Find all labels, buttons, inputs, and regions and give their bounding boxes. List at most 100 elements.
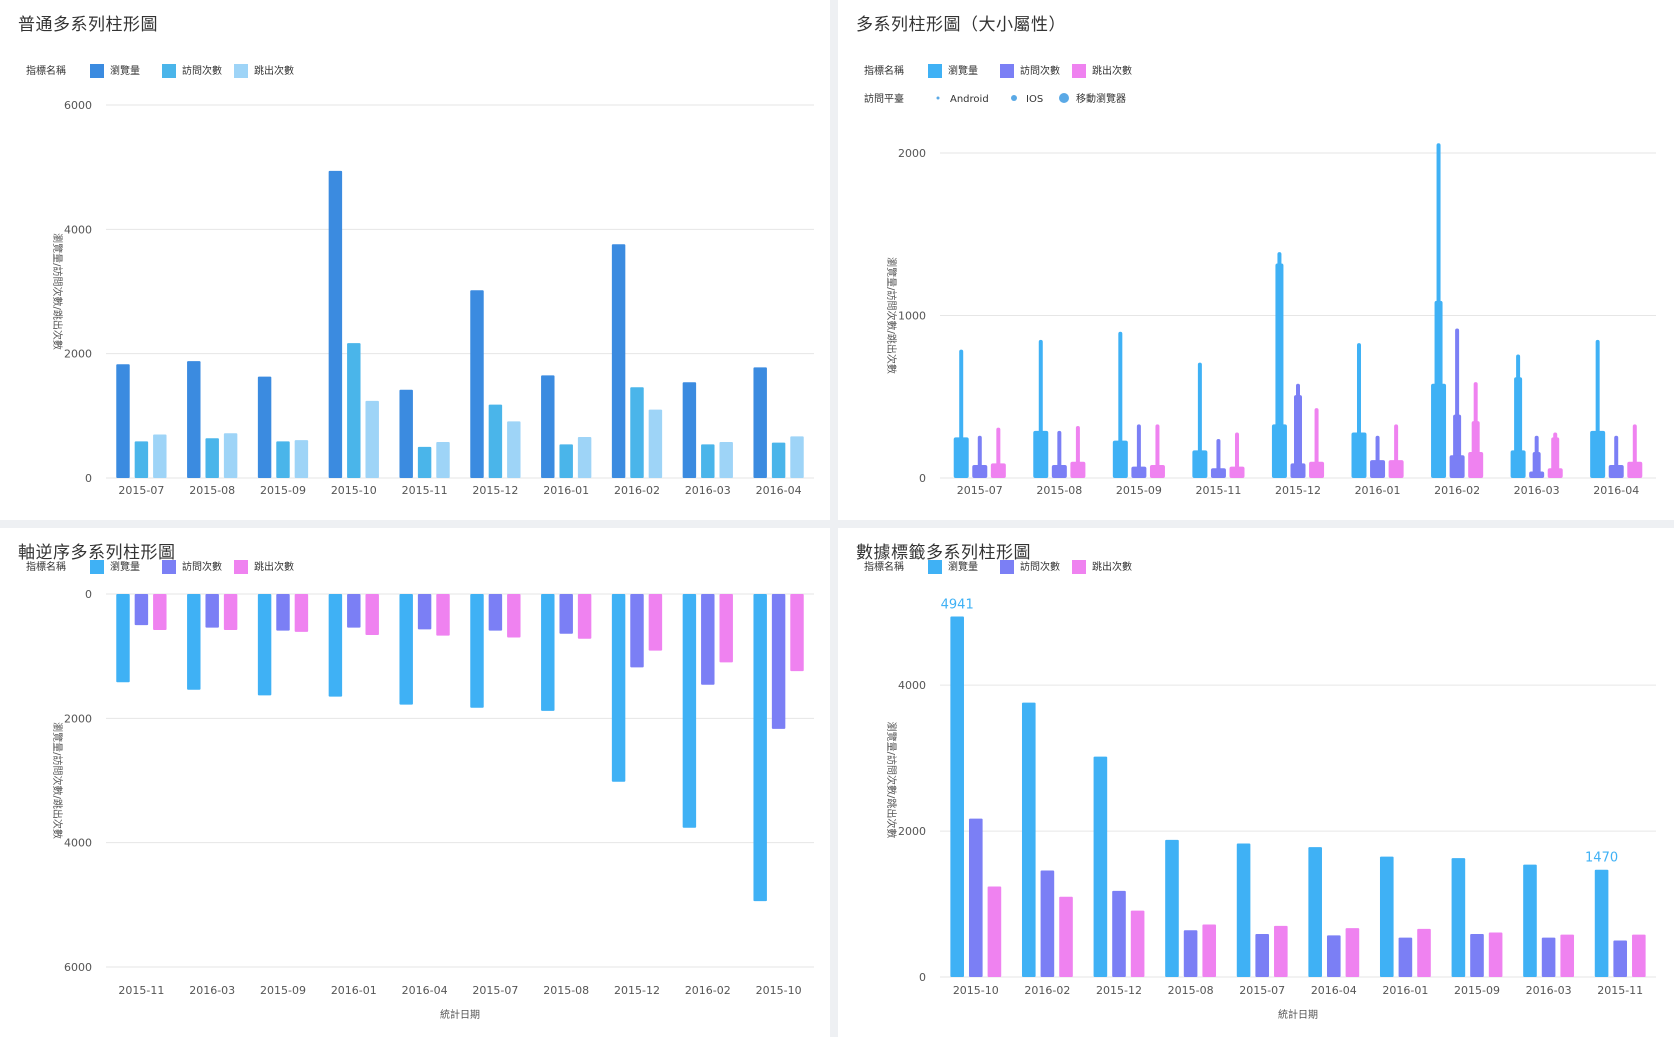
bar-segment-mobile — [1112, 440, 1128, 478]
bar — [968, 818, 983, 977]
chart-normal-multi-series: 指標名稱 瀏覽量 訪問次數 跳出次數 0 2000 4000 6000 瀏覽量/訪問次數/跳出次… — [26, 64, 814, 497]
bar — [1523, 864, 1537, 977]
x-tick-label: 2016-02 — [685, 984, 731, 997]
bar — [347, 343, 361, 478]
bar — [682, 594, 697, 828]
x-tick-label: 2016-01 — [331, 984, 377, 997]
bar — [223, 594, 238, 631]
legend-item: 瀏覽量 — [110, 560, 140, 573]
chart-data-label-multi-series: 指標名稱 瀏覽量 訪問次數 跳出次數 0 2000 4000 瀏覽量/訪問次數/跳出次數 201… — [864, 560, 1656, 1021]
y-axis-label: 瀏覽量/訪問次數/跳出次數 — [885, 722, 898, 839]
x-tick-label: 2016-01 — [1355, 484, 1401, 497]
bar — [417, 594, 432, 630]
y-tick-label: 4000 — [64, 223, 92, 236]
bar — [559, 444, 573, 478]
legend-swatch — [1072, 64, 1086, 78]
bar — [257, 376, 272, 478]
size-legend-item: Android — [950, 94, 989, 105]
x-tick-label: 2016-02 — [1434, 484, 1480, 497]
bar — [470, 594, 484, 708]
legend-swatch — [90, 560, 104, 574]
bar-segment-mobile — [1033, 430, 1049, 478]
y-tick-label: 0 — [85, 588, 92, 601]
bar-segment-mobile — [1051, 465, 1067, 478]
legend-swatch — [1000, 64, 1014, 78]
legend-item: 瀏覽量 — [110, 64, 140, 77]
x-axis-label: 統計日期 — [1278, 1008, 1318, 1021]
y-tick-label: 2000 — [64, 712, 92, 725]
bar — [488, 594, 503, 631]
legend-item: 瀏覽量 — [948, 560, 978, 573]
legend-swatch — [162, 560, 176, 574]
bar — [1594, 869, 1609, 977]
x-tick-label: 2015-08 — [543, 984, 589, 997]
y-tick-label: 0 — [919, 971, 926, 984]
bar — [1183, 930, 1198, 977]
bar — [507, 594, 521, 638]
x-tick-label: 2016-01 — [1382, 984, 1428, 997]
bar — [294, 594, 309, 632]
bar-segment-mobile — [1547, 468, 1563, 478]
y-tick-label: 0 — [85, 472, 92, 485]
bar — [116, 364, 130, 478]
bar-segment-mobile — [1070, 461, 1086, 478]
bar-segment-mobile — [1449, 455, 1465, 478]
bar — [205, 594, 219, 628]
chart-panel-reversed-axis: 軸逆序多系列柱形圖 指標名稱 瀏覽量 訪問次數 跳出次數 0 2000 4000 6000 瀏覽… — [0, 528, 830, 1037]
bar — [328, 594, 343, 697]
x-tick-label: 2016-01 — [543, 484, 589, 497]
x-tick-label: 2015-08 — [1168, 984, 1214, 997]
bar-segment-mobile — [1351, 432, 1367, 478]
x-tick-label: 2015-10 — [756, 984, 802, 997]
bar — [365, 594, 379, 636]
bar — [1541, 937, 1556, 977]
bar — [328, 170, 343, 478]
bar-segment-mobile — [1229, 466, 1245, 478]
bar — [611, 594, 626, 782]
bar-segment-ios — [1551, 437, 1560, 478]
bar — [1308, 847, 1322, 977]
bar — [1112, 890, 1126, 977]
bar — [1398, 937, 1413, 977]
bar-segment-mobile — [1529, 471, 1545, 478]
size-legend-dot — [1059, 93, 1069, 103]
legend-item: 訪問次數 — [1020, 64, 1060, 77]
bar-segment-mobile — [1431, 383, 1447, 478]
legend-item: 跳出次數 — [254, 560, 294, 573]
x-tick-label: 2015-09 — [1116, 484, 1162, 497]
bar-segment-ios — [1294, 395, 1302, 478]
bar-segment-mobile — [1468, 452, 1484, 478]
bar — [399, 389, 413, 478]
bar — [719, 594, 733, 663]
size-legend-dot — [1011, 95, 1017, 101]
bar — [1059, 896, 1073, 977]
legend-title: 指標名稱 — [26, 64, 66, 77]
legend-item: 訪問次數 — [1020, 560, 1060, 573]
bar — [1417, 928, 1431, 977]
bar — [187, 361, 201, 478]
bar — [488, 404, 503, 478]
data-label: 1470 — [1585, 851, 1618, 866]
bar-segment-mobile — [1608, 465, 1624, 478]
x-tick-label: 2015-11 — [402, 484, 448, 497]
x-tick-label: 2016-03 — [189, 984, 235, 997]
bar — [753, 594, 767, 902]
x-tick-label: 2015-12 — [614, 984, 660, 997]
bar — [1451, 858, 1466, 977]
bar — [365, 400, 379, 478]
bar — [790, 436, 804, 478]
x-tick-label: 2015-10 — [331, 484, 377, 497]
size-legend-title: 訪問平臺 — [864, 92, 904, 105]
bar-segment-android — [1197, 362, 1202, 478]
legend-item: 跳出次數 — [254, 64, 294, 77]
y-axis-label: 瀏覽量/訪問次數/跳出次數 — [885, 257, 898, 374]
legend-item: 瀏覽量 — [948, 64, 978, 77]
y-tick-label: 2000 — [898, 147, 926, 160]
bar — [771, 442, 786, 478]
bar — [1345, 928, 1360, 977]
bar — [753, 367, 767, 478]
chart-title: 多系列柱形圖（大小屬性） — [856, 15, 1066, 35]
bar-segment-mobile — [1290, 463, 1306, 478]
legend-swatch — [1072, 560, 1086, 574]
